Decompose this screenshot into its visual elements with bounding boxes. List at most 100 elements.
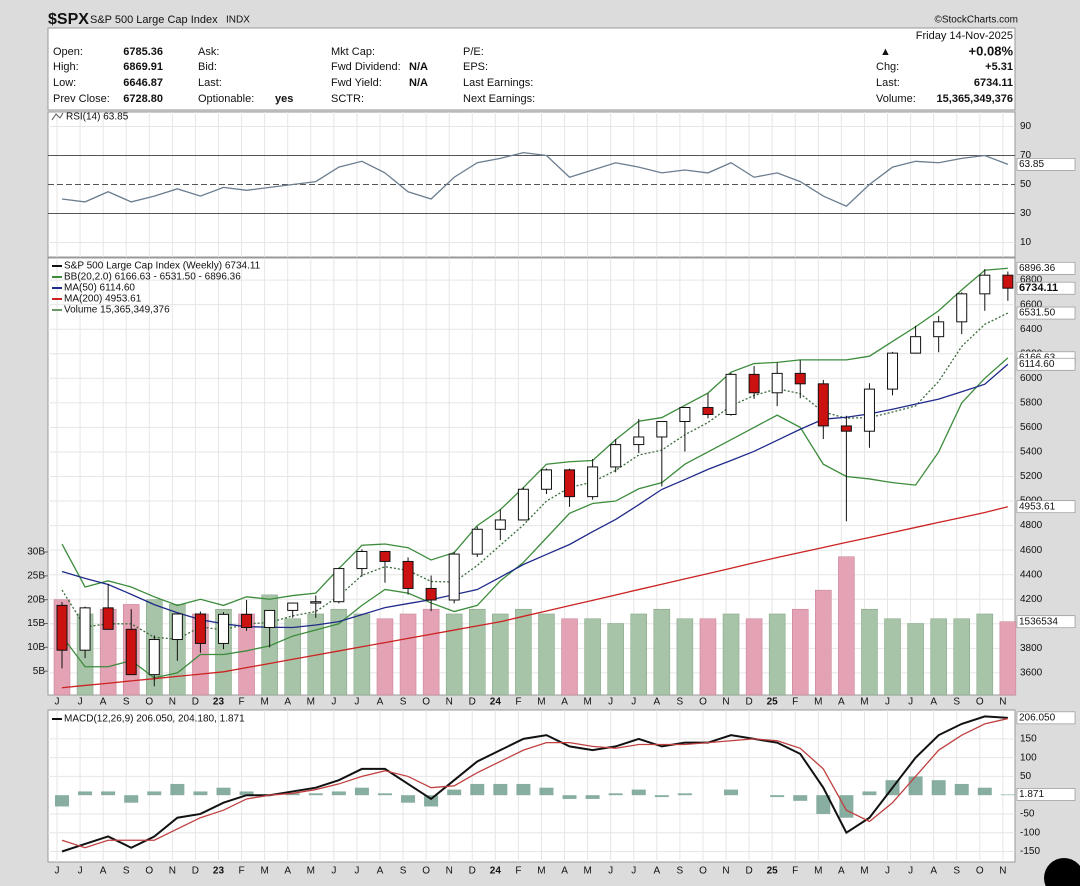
candle-body: [425, 587, 437, 601]
candle-body: [79, 607, 91, 651]
symbol: $SPX: [48, 11, 89, 28]
candle-body: [494, 519, 506, 530]
corner-dot: [1044, 858, 1080, 886]
header-label: EPS:: [463, 61, 488, 73]
x-tick-label: M: [814, 697, 822, 708]
histogram-bar: [55, 795, 69, 807]
histogram-bar: [862, 791, 877, 796]
header-panel: [47, 27, 1016, 111]
candle-body: [448, 553, 460, 601]
x-tick-label: A: [838, 866, 845, 877]
value-tag-box: [1016, 158, 1076, 171]
candle-body: [333, 568, 345, 603]
histogram-bar: [147, 791, 162, 796]
x-tick-label: M: [307, 866, 315, 877]
y-tick-label: 5600: [1020, 422, 1043, 433]
histogram-bar: [78, 791, 93, 796]
volume-bar: [284, 618, 301, 696]
value-tag-box: [1016, 788, 1076, 801]
candle-body: [402, 560, 414, 589]
x-tick-label: 24: [490, 866, 502, 877]
candle-body: [933, 321, 945, 338]
x-tick-label: A: [100, 697, 107, 708]
header-label: Volume:: [876, 93, 916, 105]
x-tick-label: N: [446, 866, 453, 877]
x-tick-label: 25: [767, 866, 779, 877]
y-tick-label: 5B: [33, 666, 46, 677]
histogram-bar: [216, 787, 231, 796]
value-tag: 63.85: [1019, 159, 1044, 170]
y-tick-label: 90: [1020, 121, 1032, 132]
candle-body: [748, 373, 760, 394]
x-tick-label: D: [745, 866, 752, 877]
y-tick-label: 25B: [27, 570, 45, 581]
candle-body: [910, 336, 922, 354]
value-tag-box: [1016, 306, 1076, 320]
histogram-bar: [562, 795, 577, 799]
x-tick-label: A: [653, 866, 660, 877]
value-tag: 6531.50: [1019, 308, 1056, 319]
candle-body: [956, 293, 968, 323]
x-tick-label: D: [192, 697, 199, 708]
histogram-bar: [424, 795, 439, 807]
x-tick-label: J: [78, 866, 83, 877]
x-tick-label: N: [169, 697, 176, 708]
x-tick-label: N: [722, 697, 729, 708]
volume-bar: [538, 613, 555, 696]
header-value: +5.31: [985, 61, 1013, 73]
y-tick-label: 6800: [1020, 275, 1043, 286]
volume-bar: [907, 623, 924, 696]
histogram-bar: [285, 793, 300, 796]
candle-body: [610, 444, 622, 468]
x-tick-label: O: [145, 866, 153, 877]
histogram-bar: [377, 793, 392, 796]
candle-body: [194, 613, 206, 644]
x-tick-label: F: [239, 866, 245, 877]
x-tick-label: F: [515, 866, 521, 877]
x-tick-label: A: [838, 697, 845, 708]
legend: MA(50) 6114.60: [64, 283, 135, 294]
x-tick-label: F: [792, 697, 798, 708]
y-tick-label: 20B: [27, 594, 45, 605]
value-tag-box: [1016, 615, 1076, 629]
value-tag: 206.050: [1019, 713, 1056, 724]
candle-body: [771, 372, 783, 394]
y-tick-label: 3600: [1020, 668, 1043, 679]
series-line: [61, 267, 1008, 607]
x-tick-label: A: [100, 866, 107, 877]
header-value: 6785.36: [123, 46, 163, 58]
x-tick-label: N: [722, 866, 729, 877]
volume-bar: [584, 618, 601, 696]
candle-body: [102, 607, 114, 630]
header-value: 6734.11: [974, 77, 1013, 89]
y-tick-label: 30: [1020, 208, 1032, 219]
header-label: Prev Close:: [53, 93, 110, 105]
x-tick-label: S: [400, 866, 407, 877]
volume-bar: [976, 613, 994, 696]
x-tick-label: J: [885, 866, 890, 877]
x-tick-label: M: [583, 866, 591, 877]
header-label: Next Earnings:: [463, 93, 535, 105]
x-tick-label: M: [583, 697, 591, 708]
series-line: [61, 506, 1009, 689]
x-tick-label: D: [745, 697, 752, 708]
volume-bar: [861, 608, 878, 696]
x-tick-label: O: [976, 866, 984, 877]
candle-body: [471, 528, 483, 555]
histogram-bar: [193, 791, 208, 796]
candle-body: [379, 551, 391, 562]
volume-bar: [699, 618, 717, 696]
header-label: Chg:: [876, 61, 899, 73]
y-tick-label: 5200: [1020, 471, 1043, 482]
histogram-bar: [470, 783, 485, 796]
header-label: Last:: [876, 77, 900, 89]
x-tick-label: D: [469, 866, 476, 877]
value-tag: 1536534: [1019, 616, 1058, 627]
x-tick-label: A: [561, 866, 568, 877]
candle-body: [517, 488, 529, 521]
x-tick-label: S: [677, 866, 684, 877]
x-tick-label: O: [422, 697, 430, 708]
histogram-bar: [170, 783, 185, 796]
x-tick-label: 23: [213, 697, 225, 708]
